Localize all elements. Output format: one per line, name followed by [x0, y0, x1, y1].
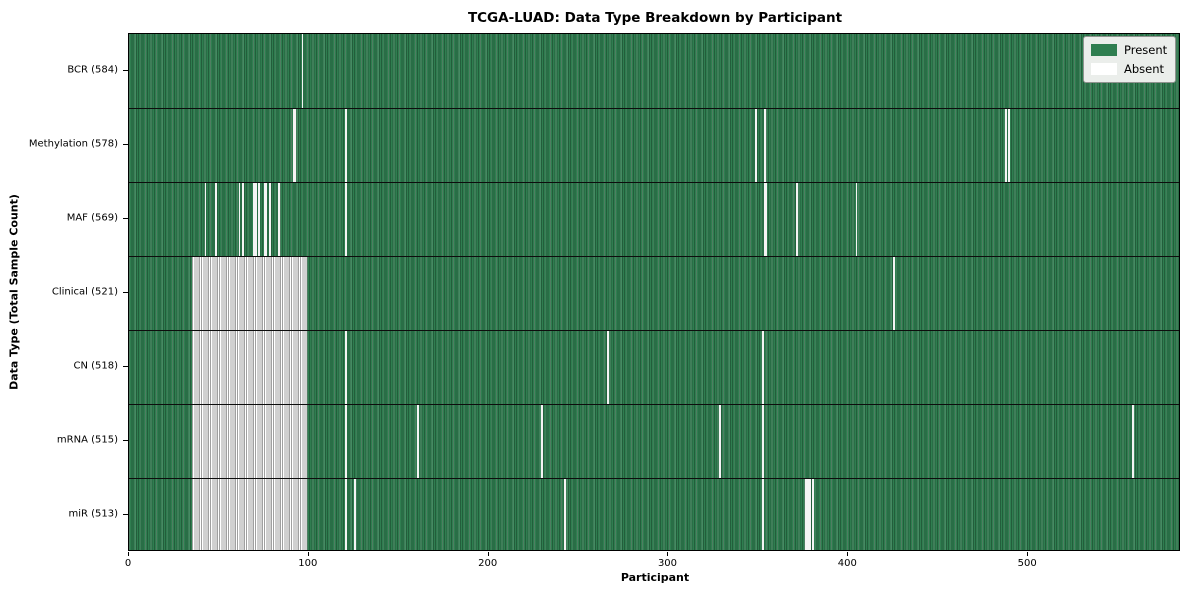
absent-stripe	[191, 331, 308, 404]
heatmap-row-mRNA	[129, 404, 1179, 478]
absent-stripe	[191, 479, 308, 550]
x-tick-label: 200	[478, 558, 498, 569]
absent-stripe	[263, 183, 266, 256]
absent-stripe	[353, 479, 356, 550]
x-tick-mark	[307, 552, 309, 556]
heatmap-row-BCR	[129, 34, 1179, 108]
heatmap-row-MAF	[129, 182, 1179, 256]
heatmap-row-CN	[129, 330, 1179, 404]
absent-stripe	[344, 479, 347, 550]
absent-stripe	[258, 183, 261, 256]
y-tick-label: CN (518)	[73, 360, 118, 372]
absent-stripe	[805, 479, 811, 550]
absent-stripe	[540, 405, 543, 478]
y-tick-label: BCR (584)	[67, 64, 118, 76]
x-tick-label: 300	[657, 558, 678, 569]
x-tick-mark	[667, 552, 669, 556]
heatmap-row-Methylation	[129, 108, 1179, 182]
x-axis-label: Participant	[620, 571, 690, 584]
absent-stripe	[1132, 405, 1135, 478]
absent-stripe	[242, 183, 245, 256]
y-tick-mark	[123, 514, 128, 515]
absent-stripe	[301, 34, 304, 108]
absent-stripe	[763, 183, 766, 256]
absent-stripe	[763, 109, 766, 182]
absent-stripe	[253, 183, 255, 256]
absent-stripe	[762, 479, 764, 550]
y-tick-label: MAF (569)	[66, 212, 118, 224]
absent-stripe	[1008, 109, 1011, 182]
absent-stripe	[796, 183, 798, 256]
absent-stripe	[855, 183, 858, 256]
plot-area	[128, 33, 1180, 551]
absent-stripe	[344, 109, 347, 182]
absent-stripe	[812, 479, 815, 550]
absent-stripe	[344, 405, 347, 478]
absent-stripe	[254, 183, 257, 256]
x-tick-mark	[847, 552, 849, 556]
absent-swatch-icon	[1091, 63, 1117, 75]
x-tick-mark	[487, 552, 489, 556]
absent-stripe	[294, 109, 297, 182]
absent-stripe	[416, 405, 419, 478]
chart-title: TCGA-LUAD: Data Type Breakdown by Partic…	[467, 10, 843, 26]
x-tick-label: 100	[298, 558, 318, 569]
x-tick-mark	[1027, 552, 1029, 556]
y-tick-label: Methylation (578)	[28, 138, 118, 150]
absent-stripe	[204, 183, 207, 256]
absent-stripe	[292, 109, 295, 182]
absent-stripe	[765, 183, 768, 256]
y-axis-label: Data Type (Total Sample Count)	[7, 194, 21, 390]
y-tick-mark	[123, 144, 128, 145]
absent-stripe	[564, 479, 566, 550]
y-tick-mark	[123, 70, 128, 71]
y-tick-mark	[123, 440, 128, 441]
absent-stripe	[265, 183, 268, 256]
x-tick-label: 500	[1017, 558, 1037, 569]
y-tick-label: mRNA (515)	[56, 434, 118, 446]
absent-stripe	[278, 183, 281, 256]
absent-stripe	[762, 405, 764, 478]
absent-stripe	[269, 183, 272, 256]
legend-item-present: Present	[1091, 43, 1167, 57]
absent-stripe	[754, 109, 757, 182]
absent-stripe	[191, 257, 308, 330]
x-tick-mark	[128, 552, 129, 556]
legend-item-absent: Absent	[1091, 62, 1167, 76]
legend: Present Absent	[1083, 36, 1176, 83]
absent-stripe	[607, 331, 610, 404]
absent-stripe	[1004, 109, 1007, 182]
absent-stripe	[762, 331, 764, 404]
absent-stripe	[344, 183, 347, 256]
y-tick-mark	[123, 366, 128, 367]
heatmap-row-miR	[129, 478, 1179, 550]
y-tick-mark	[123, 218, 128, 219]
heatmap-row-Clinical	[129, 256, 1179, 330]
absent-stripe	[215, 183, 218, 256]
absent-stripe	[238, 183, 241, 256]
present-swatch-icon	[1091, 44, 1117, 56]
y-tick-mark	[123, 292, 128, 293]
x-tick-label: 400	[837, 558, 857, 569]
x-tick-label: 0	[124, 558, 132, 569]
legend-label: Absent	[1124, 62, 1165, 76]
absent-stripe	[893, 257, 896, 330]
y-tick-label: Clinical (521)	[51, 286, 118, 298]
absent-stripe	[191, 405, 308, 478]
y-tick-label: miR (513)	[68, 508, 118, 520]
legend-label: Present	[1124, 43, 1168, 57]
absent-stripe	[344, 331, 347, 404]
absent-stripe	[718, 405, 721, 478]
